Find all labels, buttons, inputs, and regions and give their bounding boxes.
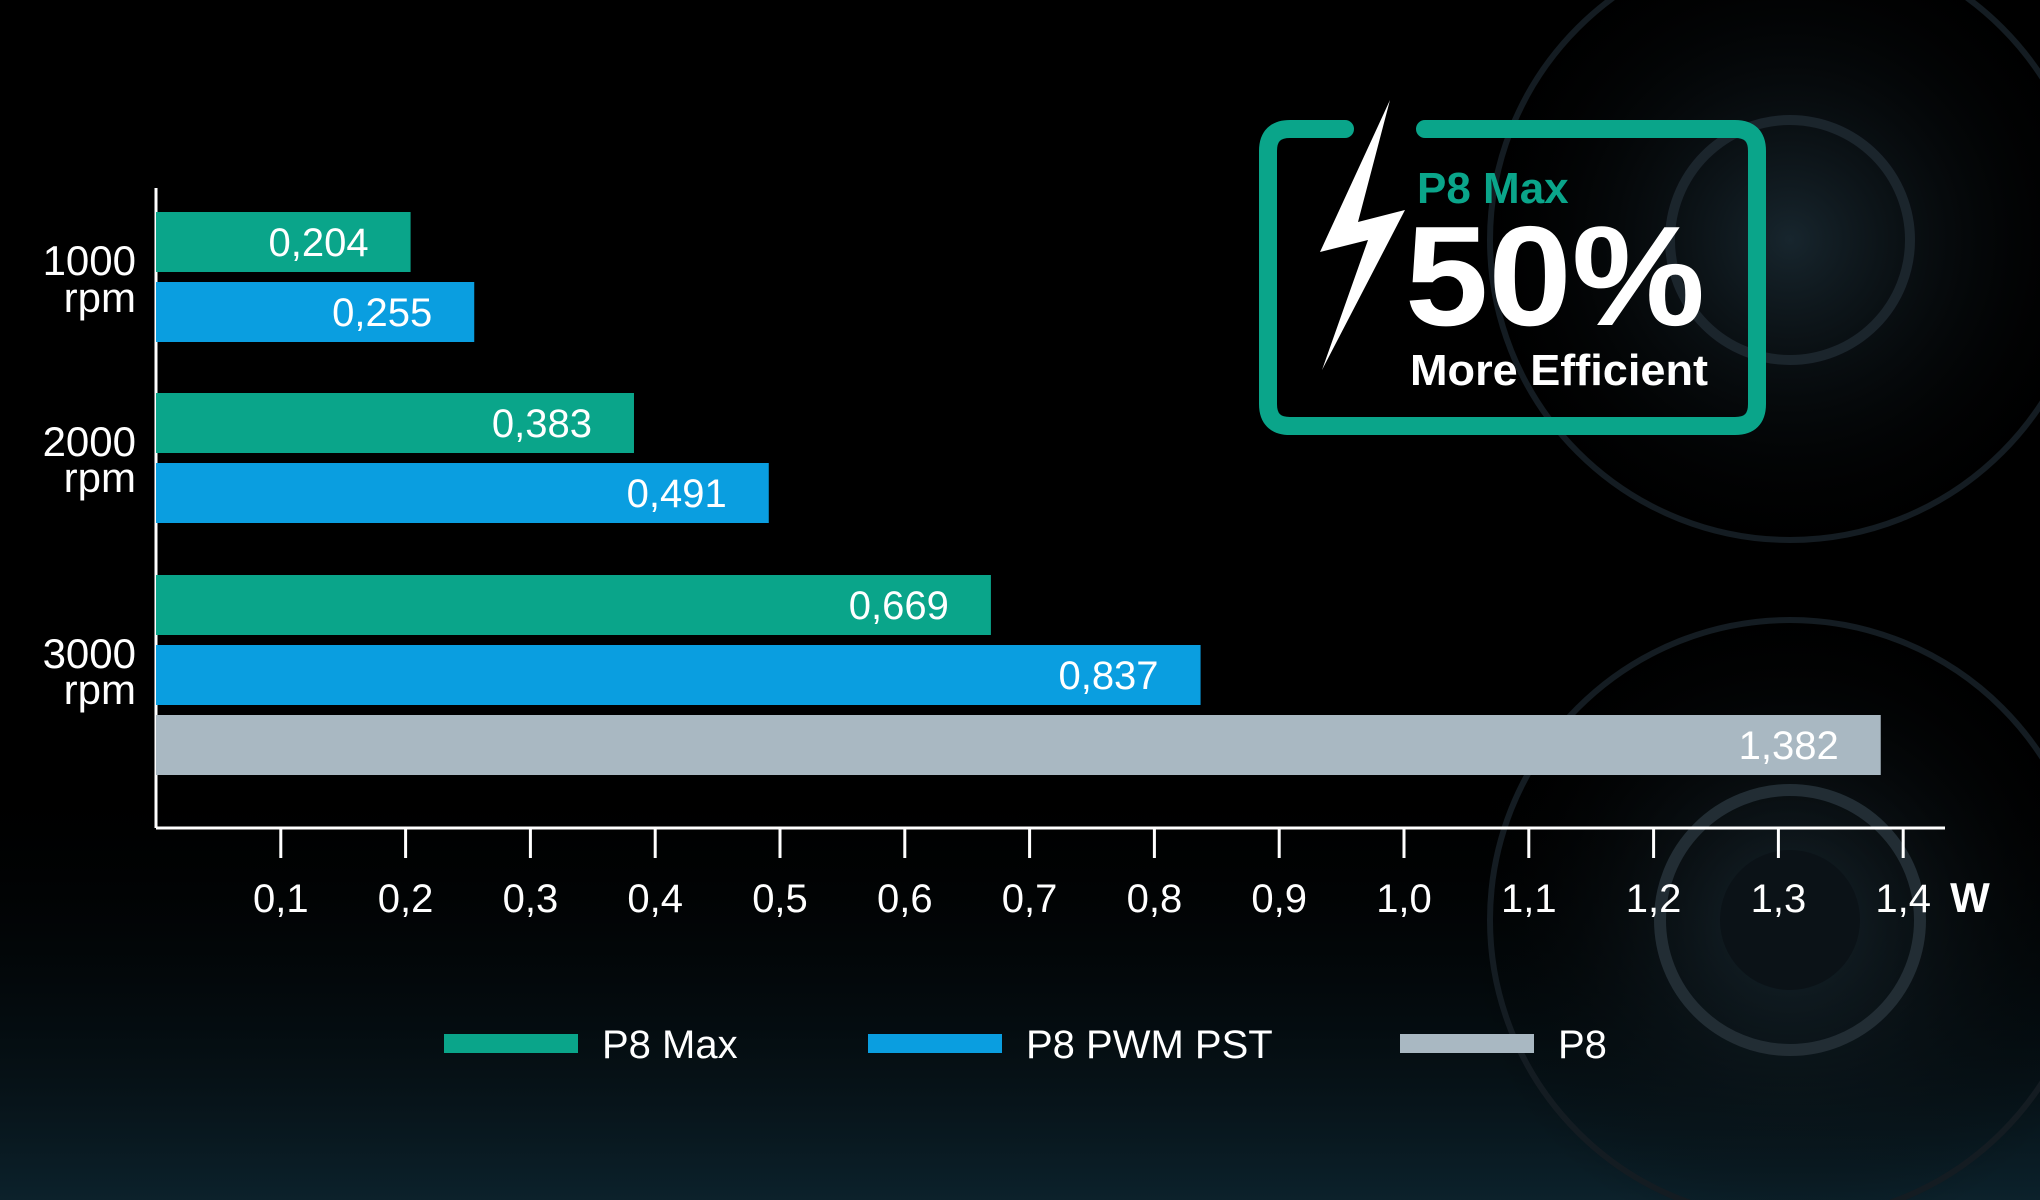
bar-value-label: 1,382: [1739, 724, 1839, 768]
badge-model-text: P8 Max: [1417, 164, 1569, 213]
bar-value-label: 0,669: [849, 584, 949, 628]
category-label: rpm: [64, 666, 136, 713]
bar-value-label: 0,837: [1058, 654, 1158, 698]
x-tick-label: 1,3: [1751, 877, 1807, 921]
bar-value-label: 0,204: [268, 221, 368, 265]
legend-swatch: [1400, 1034, 1534, 1053]
x-tick-label: 0,6: [877, 877, 933, 921]
x-tick-label: 0,8: [1127, 877, 1183, 921]
x-unit-label: W: [1950, 874, 1990, 921]
category-label: rpm: [64, 454, 136, 501]
x-tick-label: 0,4: [627, 877, 683, 921]
bar-value-label: 0,383: [492, 402, 592, 446]
bar: [156, 645, 1201, 705]
x-tick-label: 0,7: [1002, 877, 1058, 921]
x-tick-label: 1,4: [1875, 877, 1931, 921]
bar-value-label: 0,491: [627, 472, 727, 516]
x-tick-label: 0,3: [503, 877, 559, 921]
bar: [156, 282, 475, 342]
legend-label: P8: [1558, 1023, 1607, 1067]
category-label: 2000: [43, 418, 136, 465]
category-label: 1000: [43, 237, 136, 284]
legend-label: P8 PWM PST: [1026, 1023, 1273, 1067]
efficiency-badge: P8 Max 50% More Efficient: [1259, 100, 1766, 435]
x-tick-label: 1,1: [1501, 877, 1557, 921]
bar: [156, 393, 634, 453]
category-label: rpm: [64, 274, 136, 321]
legend-swatch: [444, 1034, 578, 1053]
bar: [156, 715, 1881, 775]
bar: [156, 463, 769, 523]
category-label: 3000: [43, 630, 136, 677]
legend-swatch: [868, 1034, 1002, 1053]
x-tick-label: 1,2: [1626, 877, 1682, 921]
bar: [156, 212, 411, 272]
x-tick-label: 0,5: [752, 877, 808, 921]
lightning-bolt-icon: [1320, 100, 1405, 370]
x-tick-label: 0,1: [253, 877, 309, 921]
badge-frame: [1259, 120, 1766, 435]
x-tick-label: 0,9: [1251, 877, 1307, 921]
legend-label: P8 Max: [602, 1023, 738, 1067]
badge-percent-text: 50%: [1405, 197, 1705, 356]
x-tick-label: 0,2: [378, 877, 434, 921]
badge-tagline-text: More Efficient: [1410, 346, 1708, 395]
bar: [156, 575, 991, 635]
x-tick-label: 1,0: [1376, 877, 1432, 921]
bar-value-label: 0,255: [332, 291, 432, 335]
